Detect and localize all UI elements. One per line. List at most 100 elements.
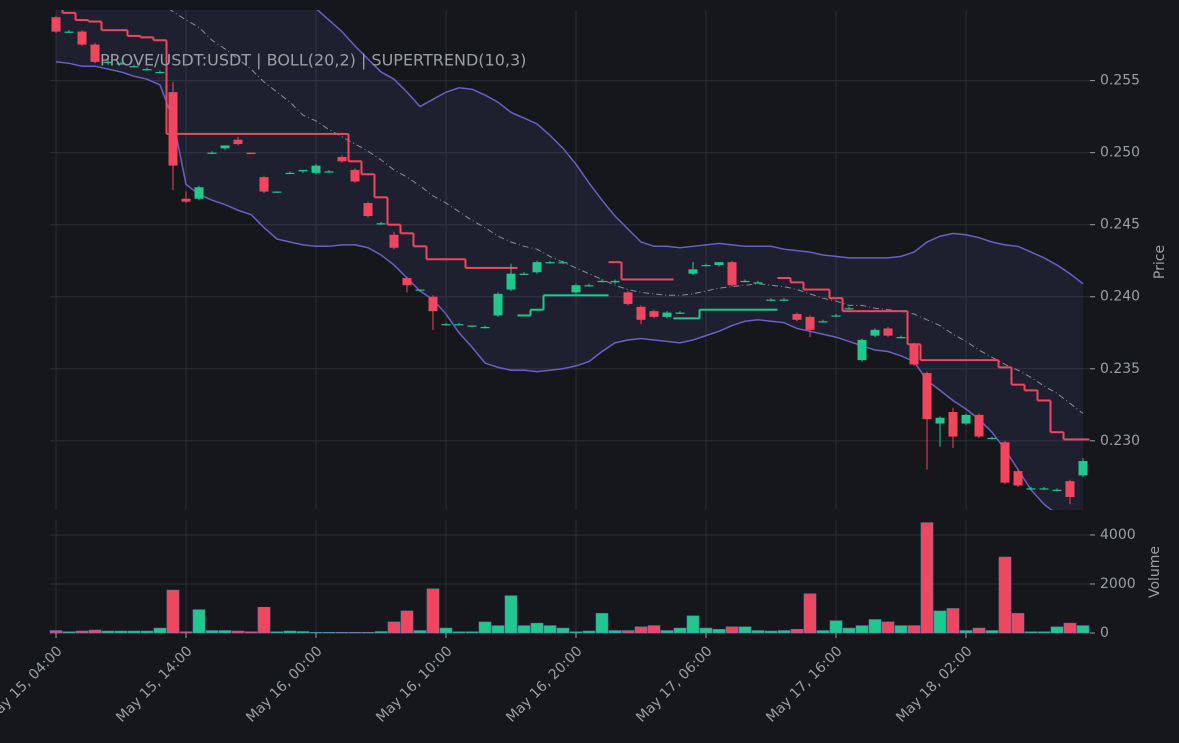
volume-bar <box>738 626 752 634</box>
volume-bar <box>491 625 505 634</box>
volume-bar <box>478 621 492 634</box>
volume-bar <box>153 627 167 634</box>
y-tick-label: 0.245 <box>1100 217 1140 233</box>
bollinger-mid <box>169 10 1084 414</box>
candle-body <box>792 314 802 320</box>
candle-body <box>285 172 295 175</box>
candle-body <box>402 278 412 286</box>
y-axis-label: Price <box>1152 245 1168 279</box>
candle-body <box>649 311 659 317</box>
volume-bar <box>764 630 778 634</box>
volume-bar <box>283 630 297 634</box>
volume-bar <box>556 627 570 634</box>
volume-bar <box>673 627 687 634</box>
volume-bar <box>348 631 362 634</box>
candle-body <box>779 299 789 301</box>
volume-bar <box>1037 631 1051 634</box>
candle-body <box>818 321 828 323</box>
volume-bar <box>387 621 401 634</box>
candle-body <box>272 191 282 193</box>
volume-bar <box>946 608 960 634</box>
y-tick-label: 0.230 <box>1100 433 1140 449</box>
candle-body <box>77 31 87 45</box>
candle-body <box>831 315 841 317</box>
bollinger-band <box>56 10 1083 510</box>
candle-body <box>181 198 191 202</box>
candle-body <box>805 316 815 330</box>
candle-body <box>350 169 360 182</box>
candle-body <box>948 412 958 437</box>
candle-body <box>129 66 139 68</box>
candle-body <box>298 169 308 172</box>
chart-title: PROVE/USDT:USDT | BOLL(20,2) | SUPERTREN… <box>100 51 526 70</box>
volume-tick-label: 4000 <box>1100 527 1136 543</box>
y-tick-label: 0.240 <box>1100 289 1140 305</box>
candle-body <box>168 92 178 166</box>
volume-bar <box>621 630 635 634</box>
volume-bar <box>192 609 206 634</box>
candle-body <box>155 71 165 74</box>
candle-body <box>727 262 737 286</box>
volume-bar <box>1011 613 1025 634</box>
candle-body <box>311 165 321 173</box>
volume-bar <box>634 626 648 634</box>
candle-body <box>610 280 620 283</box>
candle-body <box>935 417 945 424</box>
volume-bar <box>530 622 544 634</box>
candle-body <box>142 69 152 71</box>
candle-body <box>922 373 932 420</box>
volume-bar <box>49 630 63 634</box>
volume-bar <box>712 629 726 634</box>
candle-body <box>662 312 672 317</box>
candle-body <box>103 61 113 64</box>
volume-bar <box>1024 631 1038 634</box>
volume-bar <box>309 631 323 634</box>
volume-bar <box>374 631 388 634</box>
volume-bar <box>88 629 102 634</box>
candle-body <box>857 339 867 361</box>
volume-bar <box>400 610 414 634</box>
candle-body <box>974 414 984 437</box>
candle-body <box>220 145 230 149</box>
candle-body <box>571 285 581 293</box>
candle-body <box>519 273 529 275</box>
candle-body <box>623 292 633 304</box>
volume-bar <box>504 595 518 634</box>
volume-bar <box>127 630 141 634</box>
volume-tick-label: 2000 <box>1100 576 1136 592</box>
volume-bar <box>335 631 349 634</box>
volume-bar <box>816 630 830 634</box>
candle-body <box>532 262 542 273</box>
candle-body <box>883 328 893 336</box>
y-tick-label: 0.235 <box>1100 361 1140 377</box>
candle-body <box>441 324 451 326</box>
volume-bar <box>101 630 115 634</box>
price-pane <box>51 10 1090 510</box>
volume-bar <box>608 630 622 634</box>
volume-bar <box>62 631 76 634</box>
candle-body <box>844 308 854 310</box>
volume-bar <box>140 630 154 634</box>
candle-body <box>1026 488 1036 490</box>
volume-bar <box>270 631 284 634</box>
candle-body <box>909 344 919 365</box>
volume-bar <box>998 556 1012 634</box>
volume-bar <box>647 625 661 634</box>
candle-body <box>766 299 776 301</box>
candle-body <box>1039 488 1049 490</box>
bollinger-upper <box>316 10 1084 285</box>
candle-body <box>51 17 61 32</box>
candle-body <box>233 139 243 145</box>
volume-bar <box>1063 622 1077 634</box>
volume-bar <box>803 593 817 634</box>
volume-bar <box>361 631 375 634</box>
candle-body <box>363 203 373 217</box>
candle-body <box>1052 489 1062 492</box>
volume-bar <box>985 630 999 634</box>
candle-body <box>753 282 763 284</box>
volume-bar <box>244 631 258 634</box>
volume-bar <box>257 606 271 634</box>
candle-body <box>415 289 425 291</box>
volume-bar <box>166 589 180 634</box>
volume-bar <box>686 615 700 634</box>
